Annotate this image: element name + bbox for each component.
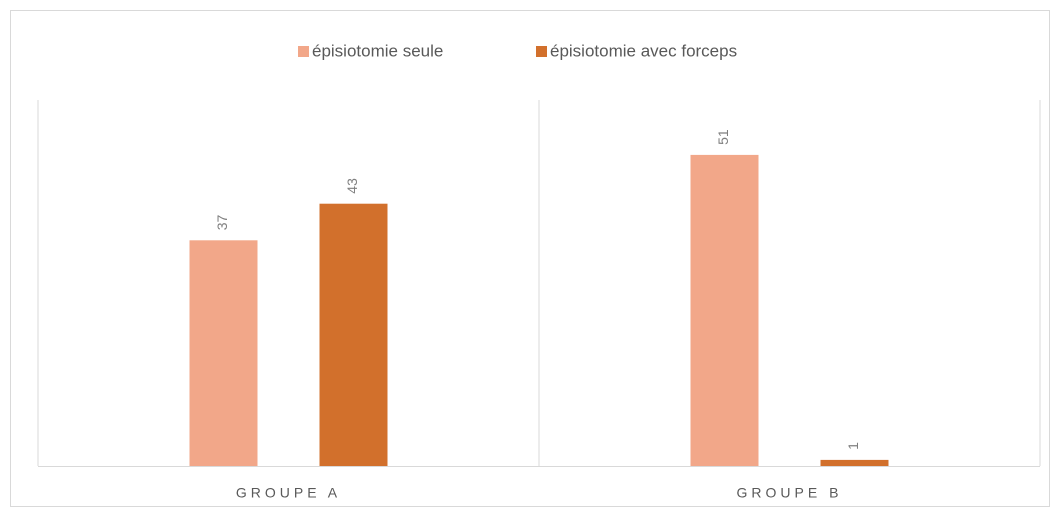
bar [319, 203, 388, 466]
legend-swatch [536, 46, 547, 57]
data-label: 1 [845, 442, 861, 450]
chart-border [10, 10, 1050, 507]
x-tick-label: GROUPE A [236, 485, 341, 501]
legend-swatch [298, 46, 309, 57]
legend-label: épisiotomie seule [312, 41, 443, 60]
legend-label: épisiotomie avec forceps [550, 41, 737, 60]
bar [820, 459, 889, 466]
bar [690, 154, 759, 466]
bar [189, 240, 258, 466]
data-label: 51 [715, 129, 731, 145]
data-label: 37 [214, 215, 230, 231]
x-tick-label: GROUPE B [737, 485, 843, 501]
data-label: 43 [344, 178, 360, 194]
